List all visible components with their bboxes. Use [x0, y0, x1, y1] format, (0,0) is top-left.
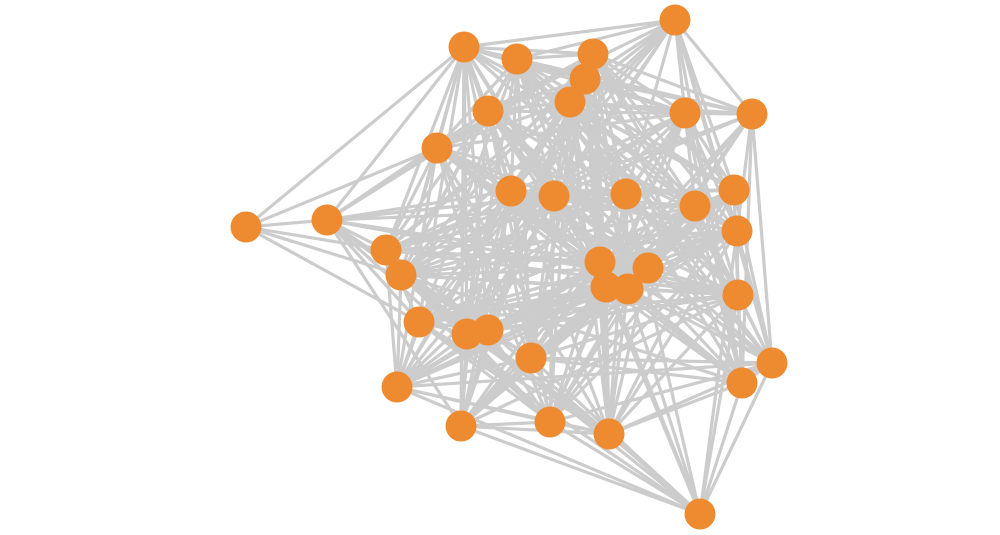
node-6: [659, 4, 691, 36]
node-13: [495, 175, 527, 207]
edge: [325, 218, 421, 324]
node-2: [311, 204, 343, 236]
node-34: [534, 406, 566, 438]
node-26: [403, 306, 435, 338]
edge: [627, 287, 739, 297]
node-7: [569, 63, 601, 95]
edge: [244, 45, 466, 229]
node-32: [381, 371, 413, 403]
edge: [396, 287, 629, 389]
edge: [624, 192, 774, 365]
edge: [698, 230, 739, 515]
node-12: [421, 132, 453, 164]
node-33: [445, 410, 477, 442]
edge: [487, 77, 586, 113]
edge: [245, 225, 402, 277]
edge: [584, 77, 753, 116]
edge: [647, 266, 739, 297]
edge: [385, 229, 738, 252]
edge: [460, 424, 610, 436]
edge: [530, 356, 773, 365]
edge: [396, 356, 532, 389]
node-9: [472, 95, 504, 127]
edge: [626, 288, 702, 515]
edge: [673, 18, 754, 116]
edge: [486, 329, 552, 423]
edge: [604, 286, 702, 515]
node-5: [577, 38, 609, 70]
edge: [436, 146, 627, 196]
node-36: [684, 498, 716, 530]
edge: [625, 188, 735, 196]
node-21: [584, 246, 616, 278]
node-17: [718, 174, 750, 206]
edge: [530, 293, 739, 360]
edge: [400, 194, 555, 277]
edge: [385, 192, 627, 252]
edge: [385, 194, 555, 252]
edge: [396, 385, 701, 516]
edge: [463, 18, 676, 49]
node-10: [669, 97, 701, 129]
edge: [607, 293, 740, 436]
edge: [548, 189, 736, 423]
node-30: [756, 347, 788, 379]
edge: [459, 356, 533, 428]
node-15: [610, 178, 642, 210]
edge: [325, 46, 466, 221]
node-28: [472, 314, 504, 346]
edge: [384, 110, 490, 251]
node-31: [726, 367, 758, 399]
node-19: [370, 234, 402, 266]
edge: [607, 288, 630, 435]
edge: [698, 362, 774, 515]
edge: [400, 192, 627, 277]
node-22: [632, 252, 664, 284]
edge: [608, 381, 743, 436]
node-20: [385, 259, 417, 291]
edge: [396, 361, 773, 389]
edge: [385, 112, 753, 252]
node-14: [538, 180, 570, 212]
edge: [487, 109, 627, 196]
edge: [549, 420, 701, 516]
edge: [395, 274, 403, 388]
edge: [384, 147, 439, 251]
edge: [418, 293, 739, 324]
node-11: [736, 98, 768, 130]
node-25: [722, 279, 754, 311]
edge: [466, 332, 610, 436]
edge: [486, 328, 611, 436]
edge: [647, 266, 773, 365]
node-35: [593, 418, 625, 450]
node-16: [679, 190, 711, 222]
edge: [698, 382, 744, 515]
edge: [385, 248, 739, 297]
node-18: [721, 215, 753, 247]
edge: [750, 113, 774, 364]
edge: [400, 229, 738, 277]
edge: [436, 111, 686, 150]
edge: [698, 294, 740, 515]
edge: [326, 146, 438, 222]
node-4: [501, 43, 533, 75]
nodes-layer: [230, 4, 788, 530]
edge: [735, 230, 774, 364]
edge: [487, 293, 739, 332]
edge: [459, 329, 490, 427]
edge: [385, 111, 686, 252]
edge: [460, 424, 701, 516]
node-24: [612, 273, 644, 305]
edge: [245, 146, 438, 229]
node-3: [448, 31, 480, 63]
node-1: [230, 211, 262, 243]
edge: [548, 229, 739, 424]
node-8: [554, 86, 586, 118]
edge: [607, 432, 702, 516]
node-29: [515, 342, 547, 374]
edge: [325, 219, 463, 427]
edges-layer: [244, 18, 774, 516]
